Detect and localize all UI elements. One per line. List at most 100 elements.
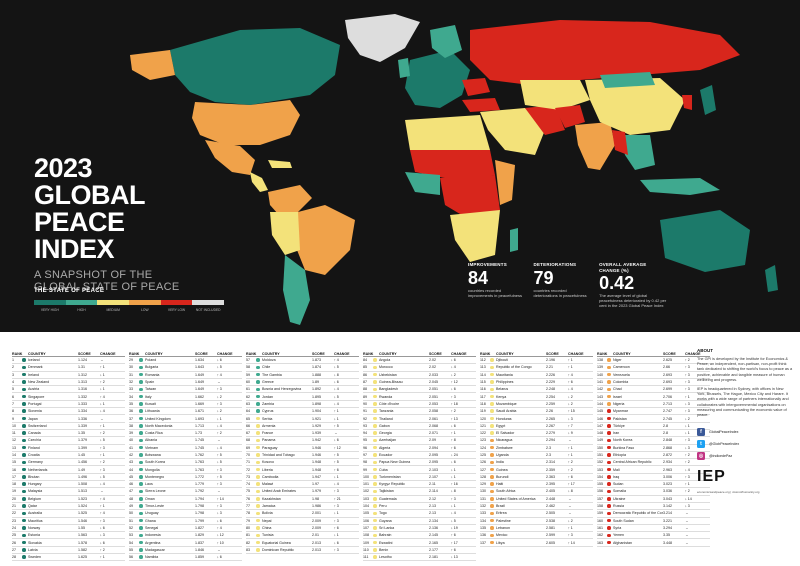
peace-level-dot — [22, 358, 26, 362]
country-cell: South Africa — [496, 489, 516, 494]
table-row: 130 South Africa 2.405 ↓ 8 — [480, 488, 593, 496]
country-cell: Niger — [613, 358, 622, 363]
score-cell: 1.313 — [78, 380, 87, 385]
rank-cell: 5 — [12, 387, 14, 392]
peace-level-dot — [607, 372, 611, 377]
rankings-column: RANK COUNTRY SCORE CHANGE 84 Angola 2.02 ↓ 6 85 M… — [363, 348, 476, 562]
score-cell: 1.563 — [78, 533, 87, 538]
footer-links[interactable]: economicsandpeace.org | visionofhumanity… — [697, 490, 760, 495]
table-row: 108 Bahrain 2.145 ↑ 6 — [363, 532, 476, 540]
peace-level-dot — [373, 475, 377, 479]
rank-cell: 82 — [246, 540, 250, 545]
peace-level-dot — [607, 387, 611, 392]
table-row: 35 Kuwait 1.669 ↑ 3 — [129, 401, 242, 409]
title-line-2: PEACE — [34, 207, 125, 237]
change-cell: ↑ 2 — [100, 380, 105, 385]
table-row: 78 Bolivia 2.001 ↓ 1 — [246, 510, 359, 518]
change-cell: ↑ 7 — [568, 423, 573, 428]
rank-cell: 119 — [480, 409, 486, 414]
table-row: 77 Jamaica 1.986 ↑ 3 — [246, 503, 359, 511]
score-cell: 2.136 — [429, 525, 438, 530]
country-cell: Nepal — [262, 518, 272, 523]
country-cell: Oman — [145, 496, 155, 501]
peace-level-dot — [373, 387, 377, 392]
score-cell: 2.462 — [546, 504, 555, 509]
peace-level-dot — [490, 402, 494, 406]
peace-level-dot — [490, 394, 494, 399]
status-dot-cell — [139, 475, 145, 479]
change-cell: ↑ 12 — [451, 380, 458, 385]
rank-cell: 95 — [363, 438, 367, 443]
table-row: 106 Guyana 2.134 ↓ 5 — [363, 518, 476, 525]
change-cell: ↑ 3 — [685, 409, 690, 414]
change-cell: ↔ — [568, 504, 572, 509]
table-row: 55 Madagascar 1.846 ↔ — [129, 547, 242, 555]
country-cell: Egypt — [496, 423, 506, 428]
score-cell: 2.094 — [429, 445, 438, 450]
status-dot-cell — [490, 424, 496, 428]
table-row: 102 Tajikistan 2.114 ↓ 8 — [363, 488, 476, 496]
change-cell: ↓ 6 — [451, 460, 456, 465]
rank-cell: 157 — [597, 496, 603, 501]
table-row: 85 Morocco 2.02 ↓ 4 — [363, 364, 476, 372]
score-cell: 1.898 — [312, 401, 321, 406]
table-row: 157 Ukraine 3.043 ↓ 14 — [597, 496, 710, 503]
peace-level-dot — [139, 394, 143, 399]
social-link[interactable]: ◎ @indicedePaz — [697, 452, 793, 461]
peace-level-dot — [373, 416, 377, 421]
social-link[interactable]: f GlobalPeaceIndex — [697, 428, 793, 437]
change-cell: ↑ 1 — [568, 365, 573, 370]
country-cell: Norway — [28, 525, 41, 530]
status-dot-cell — [607, 460, 613, 465]
map-alaska — [130, 50, 175, 80]
peace-level-dot — [139, 358, 143, 362]
table-row: 124 Zimbabwe 2.3 ↑ 1 — [480, 445, 593, 452]
country-cell: Nigeria — [613, 401, 625, 406]
change-cell: ↑ 3 — [334, 518, 339, 523]
table-row: 8 Slovenia 1.334 ↓ 4 — [12, 408, 125, 416]
change-cell: ↓ 3 — [100, 533, 105, 538]
rank-cell: 44 — [129, 467, 133, 472]
country-cell: Venezuela — [613, 372, 630, 377]
stat-value: 0.42 — [599, 273, 635, 293]
legend-title: THE STATE OF PEACE — [34, 288, 105, 294]
status-dot-cell — [256, 489, 262, 494]
country-cell: Paraguay — [262, 445, 278, 450]
status-dot-cell — [607, 511, 613, 516]
country-cell: Malawi — [262, 482, 274, 487]
peace-level-dot — [490, 511, 494, 516]
status-dot-cell — [373, 482, 379, 486]
social-link[interactable]: t @GlobPeaceIndex — [697, 440, 793, 449]
status-dot-cell — [607, 533, 613, 538]
peace-level-dot — [22, 380, 26, 384]
score-cell: 1.904 — [312, 409, 321, 414]
table-row: 110 Benin 2.177 ↑ 6 — [363, 547, 476, 555]
country-cell: Liberia — [262, 467, 273, 472]
legend-labels: VERY HIGH HIGH MEDIUM LOW VERY LOW NOT INCLUD… — [34, 308, 224, 312]
country-cell: Laos — [145, 482, 153, 487]
rank-cell: 89 — [363, 394, 367, 399]
country-cell: Saudi Arabia — [496, 409, 517, 414]
rankings-column: RANK COUNTRY SCORE CHANGE 1 Iceland 1.124 ↔ 2 Den… — [12, 348, 125, 562]
peace-level-dot — [22, 438, 26, 443]
map-sahel — [410, 150, 495, 180]
status-dot-cell — [139, 445, 145, 450]
status-dot-cell — [607, 475, 613, 479]
rank-cell: 78 — [246, 511, 250, 516]
rank-cell: 110 — [363, 547, 369, 552]
peace-level-dot — [139, 548, 143, 552]
change-cell: ↑ 3 — [334, 504, 339, 509]
rank-cell: 99 — [363, 467, 367, 472]
rank-cell: 16 — [12, 467, 16, 472]
status-dot-cell — [139, 504, 145, 508]
change-cell: ↑ 1 — [568, 453, 573, 457]
table-row: 28 Sweden 1.625 ↑ 1 — [12, 554, 125, 562]
change-cell: ↓ 19 — [451, 525, 458, 530]
rankings-section: RANK COUNTRY SCORE CHANGE 1 Iceland 1.124 ↔ 2 Den… — [0, 332, 800, 566]
change-cell: ↑ 5 — [217, 453, 222, 457]
score-cell: 1.986 — [312, 504, 321, 509]
table-row: 99 Cuba 2.103 ↓ 1 — [363, 466, 476, 474]
facebook-icon: f — [697, 428, 705, 437]
social-handle: @indicedePaz — [709, 454, 733, 459]
map-india — [575, 122, 615, 170]
